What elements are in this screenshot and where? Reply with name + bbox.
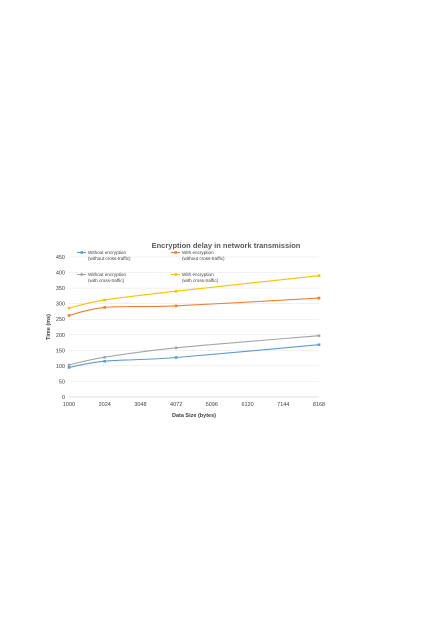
x-axis-label: Data Size (bytes) xyxy=(172,413,216,419)
legend-label: (with cross-traffic) xyxy=(88,278,125,283)
data-point xyxy=(67,306,71,310)
x-tick-label: 1000 xyxy=(63,402,75,408)
y-tick-label: 150 xyxy=(56,348,65,354)
y-tick-label: 50 xyxy=(59,379,65,385)
data-point xyxy=(67,314,71,317)
y-tick-label: 300 xyxy=(56,302,65,308)
legend: Without encryption(without cross-traffic… xyxy=(77,250,225,283)
legend-label: Without encryption xyxy=(88,250,126,255)
data-point xyxy=(103,355,107,359)
legend-marker xyxy=(80,251,84,254)
legend-label: (without cross-traffic) xyxy=(88,256,131,261)
data-point xyxy=(67,366,71,369)
legend-label: (with cross-traffic) xyxy=(182,278,219,283)
data-point xyxy=(317,334,321,338)
series-line xyxy=(68,335,320,366)
data-point xyxy=(317,343,321,347)
y-tick-label: 200 xyxy=(56,333,65,339)
chart-title: Encryption delay in network transmission xyxy=(152,241,301,250)
x-tick-label: 4072 xyxy=(170,402,182,408)
series-layer xyxy=(67,274,321,369)
data-point xyxy=(317,296,321,300)
y-tick-label: 0 xyxy=(62,395,65,401)
data-point xyxy=(174,304,178,308)
data-point xyxy=(174,356,178,359)
y-tick-label: 100 xyxy=(56,364,65,370)
y-tick-label: 450 xyxy=(56,255,65,261)
x-tick-label: 3048 xyxy=(134,402,146,408)
legend-label: With encryption xyxy=(182,272,214,277)
legend-marker xyxy=(174,251,178,254)
data-point xyxy=(174,346,178,350)
x-tick-label: 7144 xyxy=(277,402,289,408)
legend-marker xyxy=(174,273,178,276)
x-tick-label: 6120 xyxy=(241,402,253,408)
legend-label: Without encryption xyxy=(88,272,126,277)
x-tick-label: 5096 xyxy=(206,402,218,408)
series-line xyxy=(68,297,320,317)
axes: 0 50 100 150 200 250 300 350 400 450 1000 2024 3048 4… xyxy=(56,255,325,408)
gridlines xyxy=(69,256,319,382)
y-tick-label: 250 xyxy=(56,317,65,323)
data-point xyxy=(317,274,321,277)
data-point xyxy=(103,306,107,309)
legend-label: With encryption xyxy=(182,250,214,255)
legend-marker xyxy=(80,273,84,276)
y-tick-label: 400 xyxy=(56,271,65,277)
series-line xyxy=(68,275,320,309)
data-point xyxy=(67,363,71,367)
data-point xyxy=(103,359,107,363)
y-tick-label: 350 xyxy=(56,286,65,292)
series-line xyxy=(68,344,320,368)
x-tick-label: 8168 xyxy=(313,402,325,408)
data-point xyxy=(103,298,107,302)
legend-label: (without cross-traffic) xyxy=(182,256,225,261)
x-tick-label: 2024 xyxy=(99,402,111,408)
y-axis-label: Time (ms) xyxy=(46,314,52,340)
data-point xyxy=(174,289,178,293)
